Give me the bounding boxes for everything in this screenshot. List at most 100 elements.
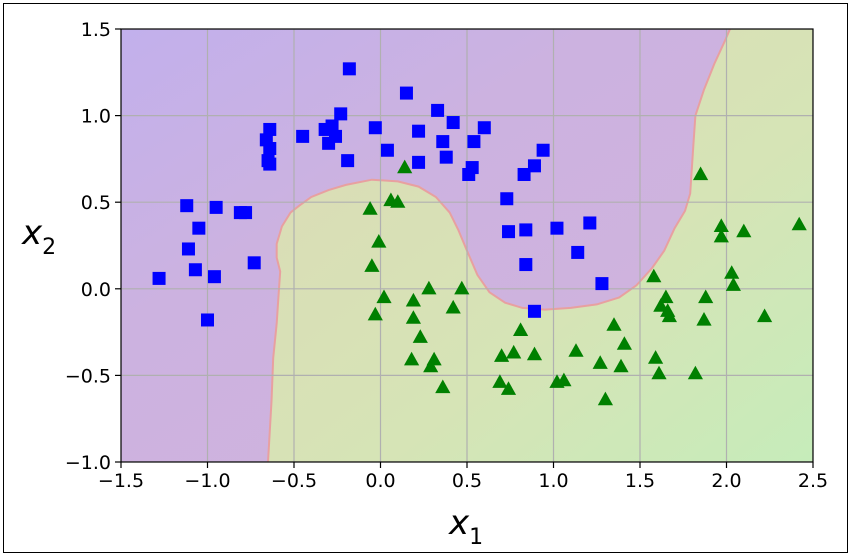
class0-square-point xyxy=(181,242,195,256)
class1-triangle-point xyxy=(362,201,378,215)
class1-triangle-point xyxy=(526,346,543,361)
class1-triangle-point xyxy=(412,329,428,343)
figure-frame: −1.5 −1.0 −0.5 0.0 0.5 1.0 1.5 2.0 2.5 −1.0 −0.5 0… xyxy=(3,3,848,553)
class1-triangle-point xyxy=(661,308,677,323)
class0-square-point xyxy=(500,192,514,206)
class0-square-point xyxy=(247,256,261,270)
class0-square-point xyxy=(263,157,277,171)
class1-triangle-point xyxy=(454,280,470,295)
class1-triangle-point xyxy=(713,228,729,243)
class0-square-point xyxy=(412,155,426,169)
class1-triangle-point xyxy=(371,234,387,248)
class0-square-point xyxy=(334,107,348,121)
class0-square-point xyxy=(207,270,221,284)
class1-triangle-point xyxy=(376,289,392,304)
class0-square-point xyxy=(188,263,202,277)
class1-triangle-point xyxy=(698,289,714,304)
class1-triangle-point xyxy=(693,166,709,181)
y-tick-label: 1.5 xyxy=(81,19,111,41)
y-axis-ticks: −1.0 −0.5 0.0 0.5 1.0 1.5 xyxy=(65,19,121,474)
plot-area xyxy=(121,29,813,462)
class0-square-point xyxy=(536,143,550,157)
x-tick-label: 2.0 xyxy=(711,470,741,492)
class1-triangle-point xyxy=(757,308,773,323)
class1-triangle-point xyxy=(648,350,664,364)
class1-triangle-point xyxy=(405,310,421,324)
class0-square-point xyxy=(239,206,253,220)
class1-triangle-point xyxy=(421,280,437,295)
y-tick-label: −0.5 xyxy=(65,365,111,387)
region-class1 xyxy=(268,29,813,462)
class1-triangle-point xyxy=(568,343,584,357)
class0-square-point xyxy=(209,200,223,214)
y-tick-label: −1.0 xyxy=(65,452,111,474)
class1-triangle-point xyxy=(556,372,572,387)
class0-square-point xyxy=(329,129,343,143)
class1-triangle-point xyxy=(592,355,608,369)
class1-triangle-point xyxy=(494,348,510,362)
class0-square-point xyxy=(380,143,394,157)
class1-triangle-point xyxy=(426,351,442,366)
class1-triangle-point xyxy=(658,289,674,304)
class0-square-point xyxy=(180,199,194,213)
class0-square-point xyxy=(436,135,450,149)
x-tick-label: −1.0 xyxy=(184,470,230,492)
class1-triangle-point xyxy=(404,351,420,366)
decision-boundary xyxy=(267,29,731,462)
class0-square-point xyxy=(583,216,597,230)
class0-square-point xyxy=(465,161,479,175)
class0-square-point xyxy=(192,221,206,235)
class0-square-point xyxy=(342,62,356,76)
x-tick-label: −0.5 xyxy=(271,470,317,492)
class0-square-point xyxy=(595,277,609,291)
x-tick-label: 1.0 xyxy=(538,470,568,492)
class0-square-point xyxy=(446,116,460,130)
class0-square-point xyxy=(439,150,453,164)
y-tick-label: 1.0 xyxy=(81,106,111,128)
x-tick-label: 1.5 xyxy=(625,470,655,492)
class1-triangle-point xyxy=(736,223,752,238)
class1-triangle-point xyxy=(646,268,662,283)
class1-triangle-point xyxy=(613,358,629,373)
class1-triangle-point xyxy=(435,379,451,394)
class1-triangle-point xyxy=(597,391,613,406)
class0-square-point xyxy=(431,103,445,117)
class0-square-point xyxy=(519,258,533,272)
class1-triangle-point xyxy=(500,381,517,395)
markers xyxy=(152,62,807,406)
class0-square-point xyxy=(399,86,413,100)
class0-square-point xyxy=(341,154,355,168)
class0-square-point xyxy=(527,304,541,318)
x-axis-ticks: −1.5 −1.0 −0.5 0.0 0.5 1.0 1.5 2.0 2.5 xyxy=(98,462,828,492)
y-tick-label: 0.5 xyxy=(81,192,111,214)
class1-triangle-point xyxy=(364,258,380,272)
class1-triangle-point xyxy=(724,265,740,279)
class0-square-point xyxy=(517,167,531,181)
class0-square-point xyxy=(263,142,277,156)
class1-triangle-point xyxy=(606,317,622,331)
y-axis-label: x2 xyxy=(21,213,56,260)
class1-triangle-point xyxy=(506,344,522,359)
y-tick-label: 0.0 xyxy=(81,279,111,301)
class1-triangle-point xyxy=(653,298,669,312)
class0-square-point xyxy=(550,221,564,235)
class1-triangle-point xyxy=(696,312,712,326)
class1-triangle-point xyxy=(423,358,439,373)
class1-triangle-point xyxy=(791,216,807,231)
x-tick-label: 0.5 xyxy=(452,470,482,492)
class1-triangle-point xyxy=(390,194,406,208)
x-tick-label: 2.5 xyxy=(798,470,828,492)
class0-square-point xyxy=(571,245,585,259)
class1-triangle-point xyxy=(687,365,703,380)
class0-square-point xyxy=(296,129,310,143)
class0-square-point xyxy=(325,119,339,133)
class0-square-point xyxy=(527,159,541,173)
class0-square-point xyxy=(152,271,166,285)
class1-triangle-point xyxy=(492,374,508,388)
class0-square-point xyxy=(263,122,277,136)
class1-triangle-point xyxy=(651,365,667,380)
class0-square-point xyxy=(477,121,491,135)
class1-triangle-point xyxy=(445,299,461,314)
class1-triangle-point xyxy=(405,292,421,307)
class0-square-point xyxy=(201,313,214,327)
